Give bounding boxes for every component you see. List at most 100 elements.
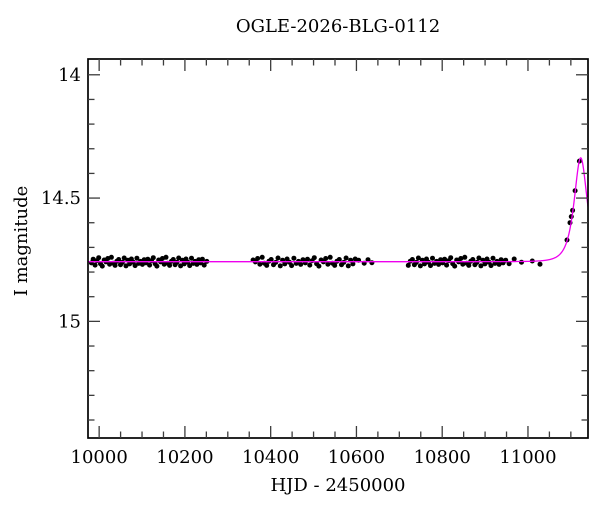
photometry-point [413, 259, 419, 265]
photometry-point [417, 263, 423, 269]
photometry-point [119, 259, 125, 265]
photometry-point [199, 256, 205, 262]
x-tick-label: 10800 [414, 447, 471, 468]
photometry-point [458, 256, 464, 261]
photometry-point [259, 254, 265, 260]
frame-rect [87, 58, 589, 439]
axis-ticks [88, 59, 588, 438]
photometry-point [415, 255, 421, 261]
photometry-point [147, 262, 153, 268]
x-tick-label: 11000 [499, 447, 556, 468]
photometry-point [323, 256, 329, 261]
photometry-point [345, 263, 351, 269]
photometry-point [506, 261, 512, 267]
photometry-point [255, 256, 261, 261]
photometry-point [519, 259, 524, 265]
photometry-point [96, 255, 102, 261]
photometry-point [108, 254, 114, 260]
photometry-point [332, 262, 338, 268]
photometry-point [466, 262, 472, 268]
photometry-point [121, 255, 127, 261]
photometry-point [448, 255, 454, 261]
photometry-point [476, 255, 482, 261]
photometry-point [174, 259, 180, 265]
y-axis-label: I magnitude [11, 186, 32, 297]
photometry-point [478, 263, 484, 269]
y-tick-label: 14.5 [41, 188, 81, 209]
photometry-point [537, 261, 543, 267]
photometry-point [490, 255, 496, 261]
photometry-point [311, 255, 317, 261]
photometry-point [336, 257, 342, 262]
photometry-point [170, 257, 176, 262]
photometry-point [442, 256, 448, 262]
photometry-point [289, 263, 295, 269]
photometry-point [257, 261, 263, 267]
photometry-point [422, 261, 427, 267]
photometry-point [268, 257, 274, 262]
photometry-point [112, 262, 118, 268]
y-tick-label: 14 [58, 65, 81, 86]
photometry-point [201, 262, 207, 268]
photometry-point [176, 255, 182, 261]
photometry-point [92, 262, 98, 268]
photometry-point [430, 255, 435, 261]
plot-frame [87, 58, 589, 439]
photometry-point [282, 261, 288, 267]
x-tick-labels: 10000 10200 10400 10600 10800 11000 [71, 447, 557, 468]
photometry-point [116, 257, 122, 262]
x-axis-label: HJD - 2450000 [270, 475, 405, 496]
photometry-point [452, 263, 458, 269]
photometry-point [275, 255, 281, 261]
photometry-point [409, 257, 415, 262]
data-points [88, 158, 582, 269]
photometry-point [365, 257, 371, 263]
microlensing-model-curve [88, 157, 588, 263]
photometry-point [167, 262, 173, 268]
photometry-point [436, 261, 442, 267]
photometry-point [132, 263, 138, 269]
photometry-point [277, 263, 283, 269]
photometry-point [341, 259, 347, 265]
x-tick-label: 10400 [242, 447, 299, 468]
photometry-point [163, 254, 169, 260]
photometry-point [264, 262, 270, 268]
photometry-point [462, 254, 468, 260]
photometry-point [99, 263, 105, 269]
model-curve [88, 157, 588, 263]
photometry-point [298, 261, 304, 267]
photometry-point [405, 262, 411, 268]
photometry-point [470, 257, 476, 262]
photometry-point [428, 263, 433, 269]
photometry-point [369, 260, 375, 266]
x-tick-label: 10000 [71, 447, 128, 468]
photometry-point [291, 255, 297, 261]
photometry-point [305, 256, 310, 262]
photometry-point [273, 259, 279, 265]
photometry-point [150, 255, 156, 261]
photometry-point [343, 255, 349, 261]
photometry-point [511, 256, 517, 262]
y-tick-label: 15 [58, 311, 81, 332]
photometry-point [460, 261, 466, 267]
photometry-point [187, 263, 193, 269]
chart-title: OGLE-2026-BLG-0112 [236, 16, 440, 37]
photometry-point [325, 261, 331, 267]
photometry-point [350, 261, 356, 267]
photometry-point [189, 255, 194, 261]
x-tick-label: 10200 [156, 447, 213, 468]
photometry-point [474, 259, 480, 265]
photometry-point [482, 261, 488, 267]
photometry-point [496, 261, 502, 267]
photometry-point [307, 262, 313, 268]
photometry-point [154, 263, 160, 269]
photometry-point [134, 255, 140, 261]
x-tick-label: 10600 [328, 447, 385, 468]
photometry-point [488, 263, 494, 269]
photometry-point [327, 254, 333, 260]
photometry-point [444, 262, 450, 268]
y-tick-labels: 14 14.5 15 [41, 65, 81, 333]
photometry-point [316, 263, 322, 269]
